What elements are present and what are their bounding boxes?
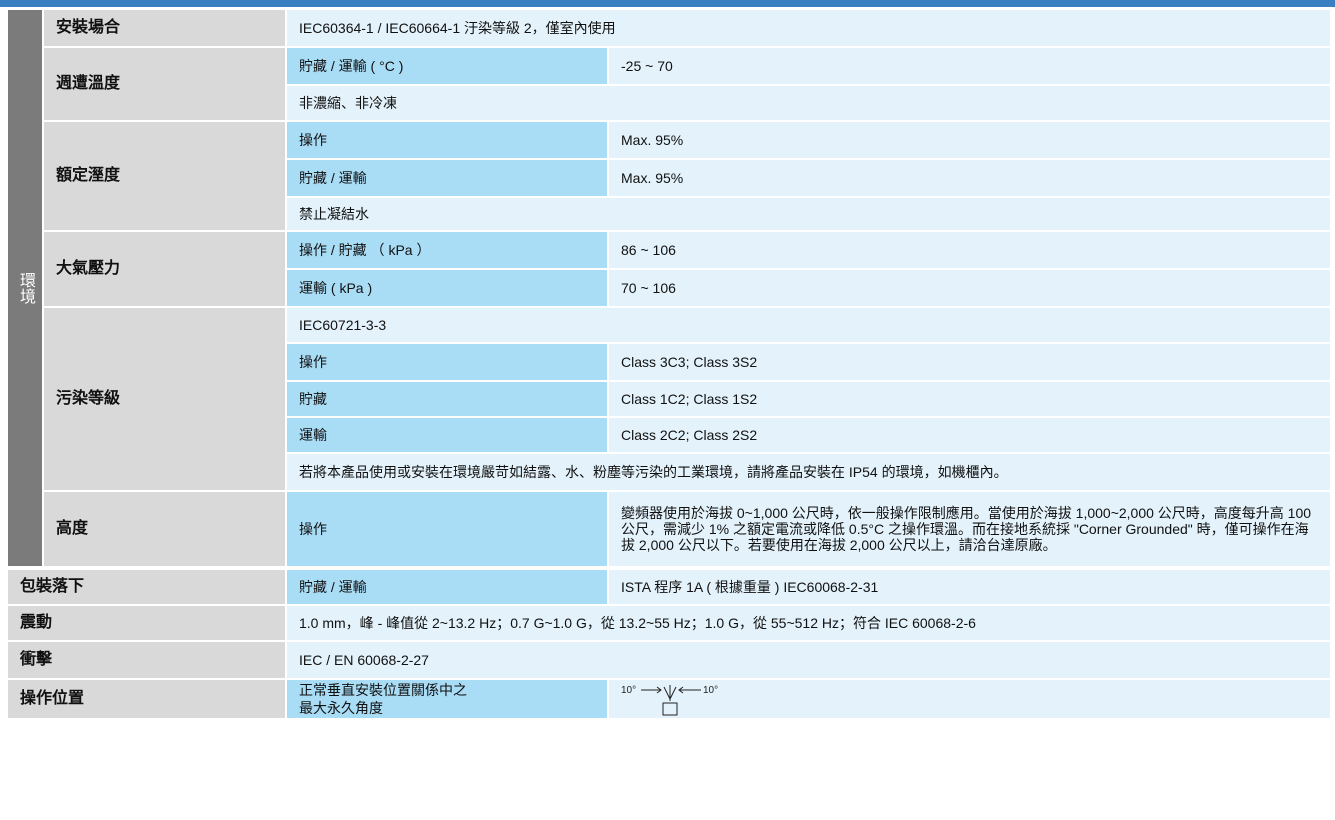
row-label: 衝擊 — [8, 642, 285, 678]
condition: 操作 — [287, 122, 607, 158]
arrows — [641, 685, 701, 701]
row-label: 污染等級 — [44, 308, 285, 490]
row-label: 震動 — [8, 606, 285, 640]
value: Class 3C3; Class 3S2 — [609, 344, 1330, 380]
value: Max. 95% — [609, 160, 1330, 196]
value: 1.0 mm，峰 - 峰值從 2~13.2 Hz；0.7 G~1.0 G，從 1… — [287, 606, 1330, 640]
condition: 正常垂直安裝位置關係中之 最大永久角度 — [287, 680, 607, 718]
value: Class 2C2; Class 2S2 — [609, 418, 1330, 452]
value: 86 ~ 106 — [609, 232, 1330, 268]
note: 禁止凝結水 — [287, 198, 1330, 230]
group-label: 環境 — [8, 10, 42, 566]
condition: 貯藏 / 運輸 — [287, 570, 607, 604]
value: Class 1C2; Class 1S2 — [609, 382, 1330, 416]
value: Max. 95% — [609, 122, 1330, 158]
row-label: 週遭溫度 — [44, 48, 285, 120]
condition: 運輸 ( kPa ) — [287, 270, 607, 306]
row-label: 大氣壓力 — [44, 232, 285, 306]
row-label: 安裝場合 — [44, 10, 285, 46]
value: -25 ~ 70 — [609, 48, 1330, 84]
value: IEC / EN 60068-2-27 — [287, 642, 1330, 678]
row-label: 額定溼度 — [44, 122, 285, 230]
condition-line: 最大永久角度 — [299, 700, 383, 716]
angle-right: 10° — [703, 685, 718, 696]
note: 若將本產品使用或安裝在環境嚴苛如結露、水、粉塵等污染的工業環境，請將產品安裝在 … — [287, 454, 1330, 490]
condition: 貯藏 / 運輸 — [287, 160, 607, 196]
angle-diagram: 10° 10° — [621, 685, 718, 716]
value: 70 ~ 106 — [609, 270, 1330, 306]
row-label: 操作位置 — [8, 680, 285, 718]
row-label: 高度 — [44, 492, 285, 566]
standard: IEC60721-3-3 — [287, 308, 1330, 342]
condition: 運輸 — [287, 418, 607, 452]
top-bar — [0, 0, 1335, 7]
condition-line: 正常垂直安裝位置關係中之 — [299, 682, 467, 698]
diagram-cell: 10° 10° — [609, 680, 1330, 718]
condition: 操作 — [287, 344, 607, 380]
value: ISTA 程序 1A ( 根據重量 ) IEC60068-2-31 — [609, 570, 1330, 604]
condition: 操作 — [287, 492, 607, 566]
note: 非濃縮、非冷凍 — [287, 86, 1330, 120]
condition: 貯藏 / 運輸 ( °C ) — [287, 48, 607, 84]
condition: 操作 / 貯藏 （ kPa ） — [287, 232, 607, 268]
row-label: 包裝落下 — [8, 570, 285, 604]
value: IEC60364-1 / IEC60664-1 汙染等級 2，僅室內使用 — [287, 10, 1330, 46]
condition: 貯藏 — [287, 382, 607, 416]
angle-left: 10° — [621, 685, 636, 696]
device — [662, 702, 678, 716]
value: 變頻器使用於海拔 0~1,000 公尺時，依一般操作限制應用。當使用於海拔 1,… — [609, 492, 1330, 566]
